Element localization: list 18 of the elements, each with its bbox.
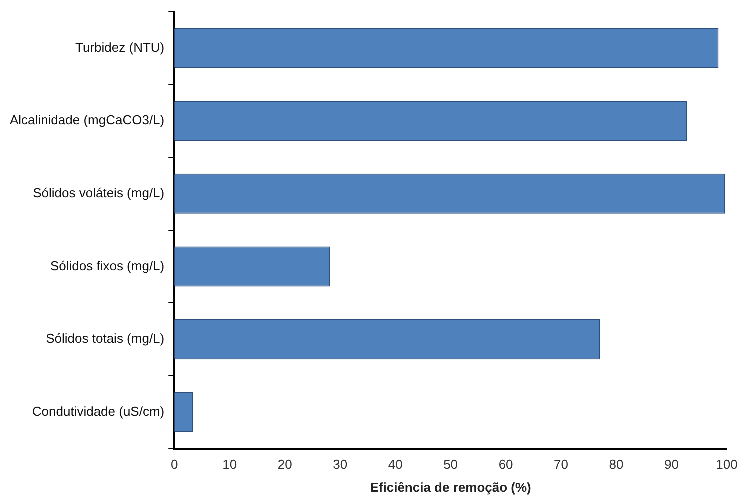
x-tick-label: 70 xyxy=(554,457,569,472)
x-tick-label: 100 xyxy=(716,457,738,472)
y-tick-label: Turbidez (NTU) xyxy=(76,40,165,55)
y-tick-label: Sólidos voláteis (mg/L) xyxy=(33,185,165,200)
x-axis-title: Eficiência de remoção (%) xyxy=(370,480,532,495)
y-tick-label: Condutividade (uS/cm) xyxy=(32,404,165,419)
x-tick-label: 0 xyxy=(171,457,178,472)
x-tick-label: 40 xyxy=(388,457,403,472)
x-tick-label: 10 xyxy=(222,457,238,472)
x-tick-label: 30 xyxy=(333,457,348,472)
x-tick-label: 80 xyxy=(609,457,624,472)
x-tick-label: 90 xyxy=(664,457,679,472)
y-tick-label: Sólidos totais (mg/L) xyxy=(46,331,165,346)
y-tick-label: Sólidos fixos (mg/L) xyxy=(50,258,165,274)
x-tick-label: 50 xyxy=(444,457,458,472)
x-tick-label: 60 xyxy=(498,457,514,472)
y-tick-label: Alcalinidade (mgCaCO3/L) xyxy=(10,112,165,128)
x-tick-label: 20 xyxy=(278,457,292,472)
